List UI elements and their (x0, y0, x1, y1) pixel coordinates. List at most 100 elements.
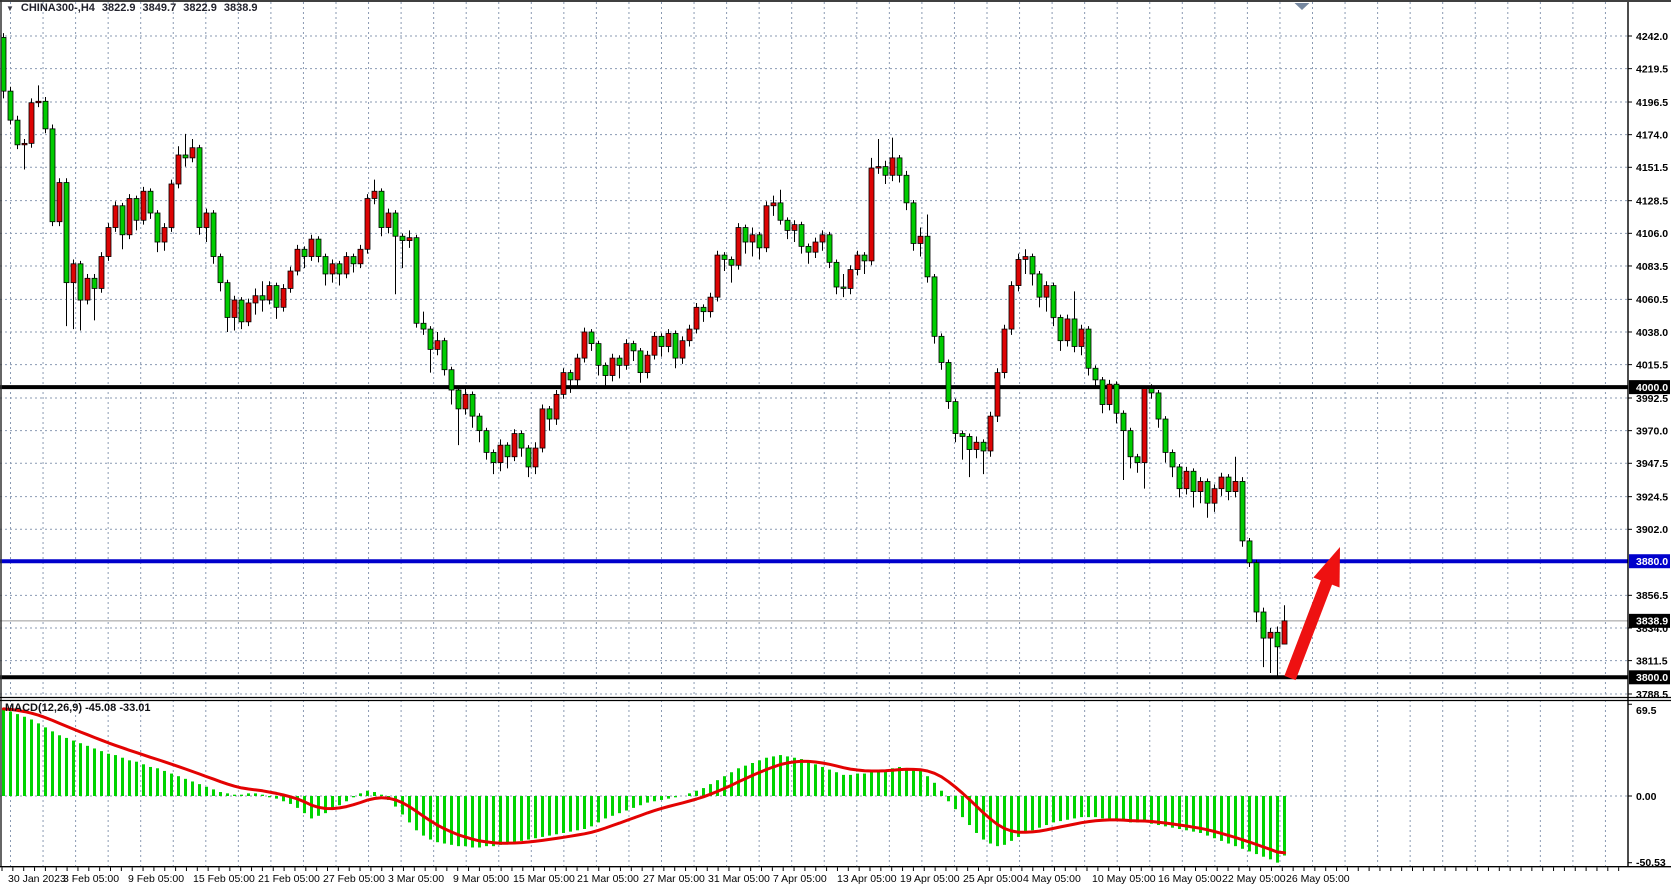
candle (756, 234, 763, 249)
candle (1064, 318, 1071, 342)
candle (266, 285, 273, 301)
price-badge-4000.0 (1629, 380, 1670, 395)
candle (1134, 456, 1141, 463)
time-tick-label: 21 Feb 05:00 (258, 873, 320, 885)
candle (777, 202, 784, 221)
candle (679, 340, 686, 359)
candle (245, 302, 252, 323)
candle (588, 331, 595, 344)
candle (1274, 631, 1281, 648)
candle (28, 102, 35, 144)
candle (1204, 481, 1211, 504)
candle (938, 335, 945, 363)
time-tick-label: 25 Apr 05:00 (963, 873, 1023, 885)
candle (112, 205, 119, 228)
candle (504, 444, 511, 458)
price-tick-label: 4196.5 (1636, 97, 1668, 109)
candle (1050, 285, 1057, 318)
candle (42, 100, 49, 130)
candle (700, 306, 707, 313)
time-tick-label: 4 May 05:00 (1023, 873, 1081, 885)
candle (658, 335, 665, 347)
svg-text:3880.0: 3880.0 (1636, 556, 1668, 568)
candle (987, 415, 994, 452)
candle (637, 350, 644, 374)
candle (273, 285, 280, 308)
candle (1127, 430, 1134, 458)
candle (301, 248, 308, 257)
candle (1001, 328, 1008, 374)
candle (196, 147, 203, 228)
time-tick-label: 31 Mar 05:00 (708, 873, 770, 885)
candle (602, 364, 609, 376)
candle (1246, 540, 1253, 564)
candle (665, 333, 672, 347)
candle (322, 256, 329, 275)
candle (651, 335, 658, 356)
candle (1092, 367, 1099, 381)
candle (896, 157, 903, 176)
macd-layer (2, 707, 1286, 863)
candle (224, 282, 231, 318)
price-tick-label: 3902.0 (1636, 524, 1668, 536)
price-tick-label: 3856.5 (1636, 590, 1668, 602)
candle (539, 408, 546, 449)
macd-axis: 69.5 0.00 -50.53 (1628, 703, 1666, 869)
candle (154, 212, 161, 243)
macd-indicator-label: MACD(12,26,9) -45.08 -33.01 (5, 702, 151, 714)
candle (889, 157, 896, 176)
candle (910, 202, 917, 244)
candle (483, 430, 490, 453)
price-tick-label: 3992.5 (1636, 393, 1668, 405)
candle (7, 90, 14, 121)
candle (21, 142, 28, 146)
price-tick-label: 4151.5 (1636, 162, 1668, 174)
candle (497, 444, 504, 463)
price-tick-label: 4242.0 (1636, 31, 1668, 43)
candle (147, 190, 154, 214)
level-lines[interactable] (0, 385, 1628, 680)
candle (560, 372, 567, 395)
price-tick-label: 3811.5 (1636, 655, 1668, 667)
candle (182, 154, 189, 159)
candle (994, 372, 1001, 417)
candle (644, 354, 651, 374)
candle (413, 237, 420, 324)
arrow-head (1313, 547, 1340, 588)
candle (819, 234, 826, 243)
candle (1148, 388, 1155, 394)
candle (917, 235, 924, 244)
symbol-dropdown-icon[interactable]: ▼ (6, 3, 14, 13)
candle (217, 256, 224, 284)
candle (1162, 418, 1169, 453)
candle (1022, 256, 1029, 260)
candle (490, 452, 497, 463)
candle (581, 331, 588, 359)
arrow-annotation[interactable] (1284, 547, 1340, 681)
candle (91, 277, 98, 289)
macd-scale-label: -50.53 (1636, 857, 1666, 869)
candle (385, 212, 392, 228)
candle (203, 212, 210, 228)
candle (826, 234, 833, 263)
candle (427, 328, 434, 350)
candle (343, 256, 350, 275)
candle (14, 119, 21, 146)
candle (315, 238, 322, 257)
candle (511, 433, 518, 458)
candle (1029, 256, 1036, 275)
time-tick-label: 21 Mar 05:00 (577, 873, 639, 885)
price-tick-label: 3947.5 (1636, 458, 1668, 470)
ohlc-low: 3822.9 (183, 2, 217, 14)
candle (1120, 412, 1127, 432)
candle (1197, 481, 1204, 492)
price-tick-label: 4060.5 (1636, 294, 1668, 306)
candle (616, 357, 623, 366)
price-tick-label: 3970.0 (1636, 425, 1668, 437)
candle (119, 205, 126, 236)
candle (693, 306, 700, 330)
time-tick-label: 10 May 05:00 (1092, 873, 1156, 885)
